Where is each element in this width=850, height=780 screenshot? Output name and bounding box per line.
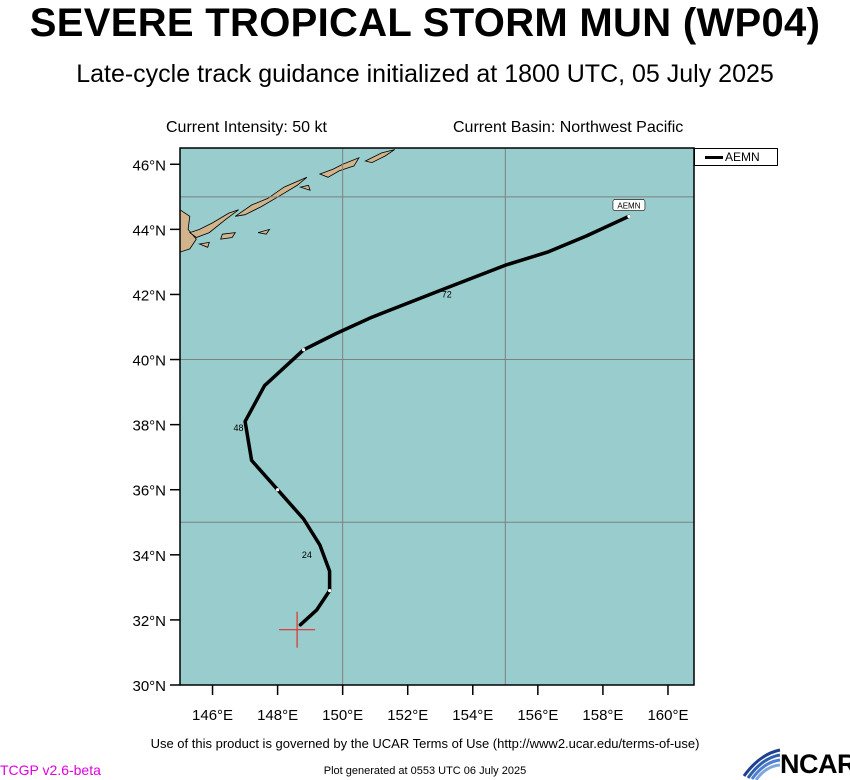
plot-generated-time: Plot generated at 0553 UTC 06 July 2025 [323,765,527,777]
page-subtitle: Late-cycle track guidance initialized at… [76,60,774,88]
ocean-background [180,148,694,685]
forecast-hour-label: 24 [302,550,312,560]
legend-line-swatch [705,156,723,159]
island [198,241,210,248]
lon-tick-label: 152°E [387,707,428,724]
map-frame [179,147,695,686]
lat-tick-label: 38°N [132,418,166,435]
track-tick-mark [627,214,631,218]
track-tick-mark [302,348,306,352]
legend: AEMN [694,148,778,166]
track-end-label: AEMN [617,202,640,211]
track-tick-mark [328,589,332,593]
current-basin: Current Basin: Northwest Pacific [453,119,684,136]
ncar-swoosh-icon [742,748,781,780]
end-label-box [612,199,646,211]
lat-tick-label: 46°N [132,157,166,174]
lon-tick-label: 158°E [582,707,623,724]
ncar-logo: NCAR [742,746,850,780]
page-title: SEVERE TROPICAL STORM MUN (WP04) [29,1,821,45]
lon-tick-label: 156°E [517,707,558,724]
forecast-hour-label: 72 [442,289,452,299]
ncar-wordmark: NCAR [780,749,850,779]
lat-tick-label: 32°N [132,613,166,630]
forecast-hour-label: 48 [234,423,244,433]
lon-tick-label: 150°E [322,707,363,724]
track-line-aemn [243,214,631,627]
lon-tick-label: 154°E [452,707,493,724]
island [298,184,311,191]
current-intensity: Current Intensity: 50 kt [166,119,327,136]
lat-tick-label: 34°N [132,548,166,565]
lon-tick-label: 146°E [192,707,233,724]
island [318,156,360,178]
lat-tick-label: 36°N [132,483,166,500]
island [364,149,395,164]
lat-tick-label: 30°N [132,678,166,695]
island [220,232,237,240]
lat-tick-label: 40°N [132,353,166,370]
lat-tick-label: 44°N [132,222,166,239]
track-tick-mark [275,488,280,492]
lat-tick-label: 42°N [132,287,166,304]
island [188,209,239,238]
island [257,228,271,235]
version-label: TCGP v2.6-beta [0,762,101,778]
lon-tick-label: 148°E [257,707,298,724]
lon-tick-label: 160°E [647,707,688,724]
terms-of-use: Use of this product is governed by the U… [150,736,700,751]
legend-entry-aemn: AEMN [725,150,760,164]
